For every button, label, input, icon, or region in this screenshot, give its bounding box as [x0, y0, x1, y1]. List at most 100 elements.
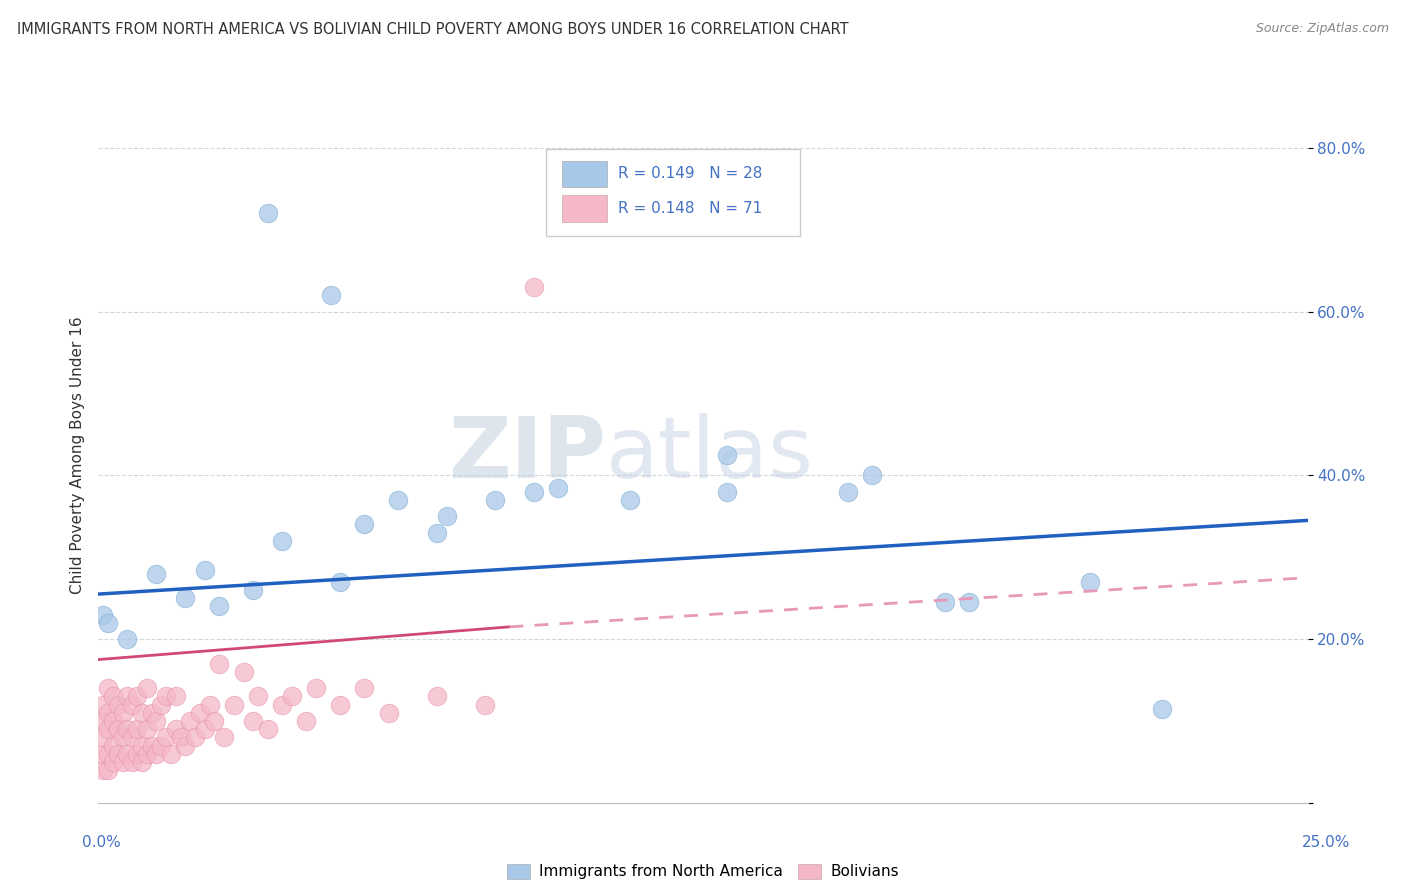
Point — [523, 280, 546, 294]
Point — [271, 698, 294, 712]
Point — [131, 706, 153, 720]
Point — [121, 698, 143, 712]
Point — [97, 681, 120, 696]
Point — [97, 763, 120, 777]
Point — [329, 698, 352, 712]
Point — [1078, 574, 1101, 589]
Legend: Immigrants from North America, Bolivians: Immigrants from North America, Bolivians — [501, 857, 905, 886]
Point — [91, 698, 114, 712]
Point — [281, 690, 304, 704]
Point — [107, 747, 129, 761]
Text: IMMIGRANTS FROM NORTH AMERICA VS BOLIVIAN CHILD POVERTY AMONG BOYS UNDER 16 CORR: IMMIGRANTS FROM NORTH AMERICA VS BOLIVIA… — [17, 22, 848, 37]
Point — [619, 492, 641, 507]
Point — [91, 747, 114, 761]
Point — [135, 722, 157, 736]
Point — [155, 731, 177, 745]
Point — [256, 206, 278, 220]
Point — [387, 492, 409, 507]
Point — [426, 525, 449, 540]
Y-axis label: Child Poverty Among Boys Under 16: Child Poverty Among Boys Under 16 — [69, 316, 84, 594]
Point — [91, 714, 114, 728]
Point — [127, 690, 149, 704]
Point — [101, 755, 124, 769]
Text: 25.0%: 25.0% — [1302, 836, 1350, 850]
Point — [117, 747, 139, 761]
Point — [1152, 701, 1174, 715]
FancyBboxPatch shape — [546, 149, 800, 235]
Point — [131, 739, 153, 753]
Point — [165, 722, 187, 736]
Point — [523, 484, 546, 499]
Text: R = 0.148   N = 71: R = 0.148 N = 71 — [619, 201, 762, 216]
Point — [155, 690, 177, 704]
Point — [150, 698, 173, 712]
Point — [111, 731, 134, 745]
Point — [208, 657, 231, 671]
Point — [141, 739, 163, 753]
Point — [957, 595, 980, 609]
Text: ZIP: ZIP — [449, 413, 606, 497]
Point — [934, 595, 956, 609]
Point — [101, 739, 124, 753]
Point — [165, 690, 187, 704]
Point — [145, 714, 167, 728]
Point — [305, 681, 328, 696]
Point — [135, 747, 157, 761]
Point — [232, 665, 254, 679]
Point — [91, 607, 114, 622]
Point — [353, 681, 375, 696]
Point — [860, 468, 883, 483]
Point — [111, 706, 134, 720]
Point — [484, 492, 506, 507]
Point — [135, 681, 157, 696]
Point — [179, 714, 201, 728]
Point — [256, 722, 278, 736]
Point — [426, 690, 449, 704]
Point — [474, 698, 496, 712]
Point — [198, 698, 221, 712]
Point — [127, 747, 149, 761]
Text: 0.0%: 0.0% — [82, 836, 121, 850]
Point — [184, 731, 207, 745]
Point — [121, 755, 143, 769]
Point — [837, 484, 859, 499]
Point — [271, 533, 294, 548]
Point — [145, 747, 167, 761]
Point — [127, 722, 149, 736]
Point — [353, 517, 375, 532]
Point — [174, 739, 197, 753]
Point — [117, 690, 139, 704]
Point — [111, 755, 134, 769]
Point — [97, 706, 120, 720]
Point — [169, 731, 191, 745]
Point — [436, 509, 458, 524]
Point — [107, 698, 129, 712]
Point — [716, 448, 738, 462]
Point — [212, 731, 235, 745]
Point — [194, 722, 217, 736]
Point — [91, 763, 114, 777]
Point — [97, 615, 120, 630]
Point — [295, 714, 318, 728]
Point — [160, 747, 183, 761]
Point — [141, 706, 163, 720]
Text: R = 0.149   N = 28: R = 0.149 N = 28 — [619, 166, 762, 181]
Point — [716, 484, 738, 499]
Point — [174, 591, 197, 606]
Point — [247, 690, 270, 704]
Point — [131, 755, 153, 769]
Point — [97, 747, 120, 761]
Text: Source: ZipAtlas.com: Source: ZipAtlas.com — [1256, 22, 1389, 36]
Text: atlas: atlas — [606, 413, 814, 497]
Point — [222, 698, 245, 712]
Point — [329, 574, 352, 589]
Point — [150, 739, 173, 753]
Point — [242, 582, 264, 597]
Point — [377, 706, 399, 720]
Point — [194, 562, 217, 576]
Point — [101, 714, 124, 728]
Point — [145, 566, 167, 581]
Point — [547, 481, 569, 495]
FancyBboxPatch shape — [561, 195, 607, 222]
Point — [97, 722, 120, 736]
